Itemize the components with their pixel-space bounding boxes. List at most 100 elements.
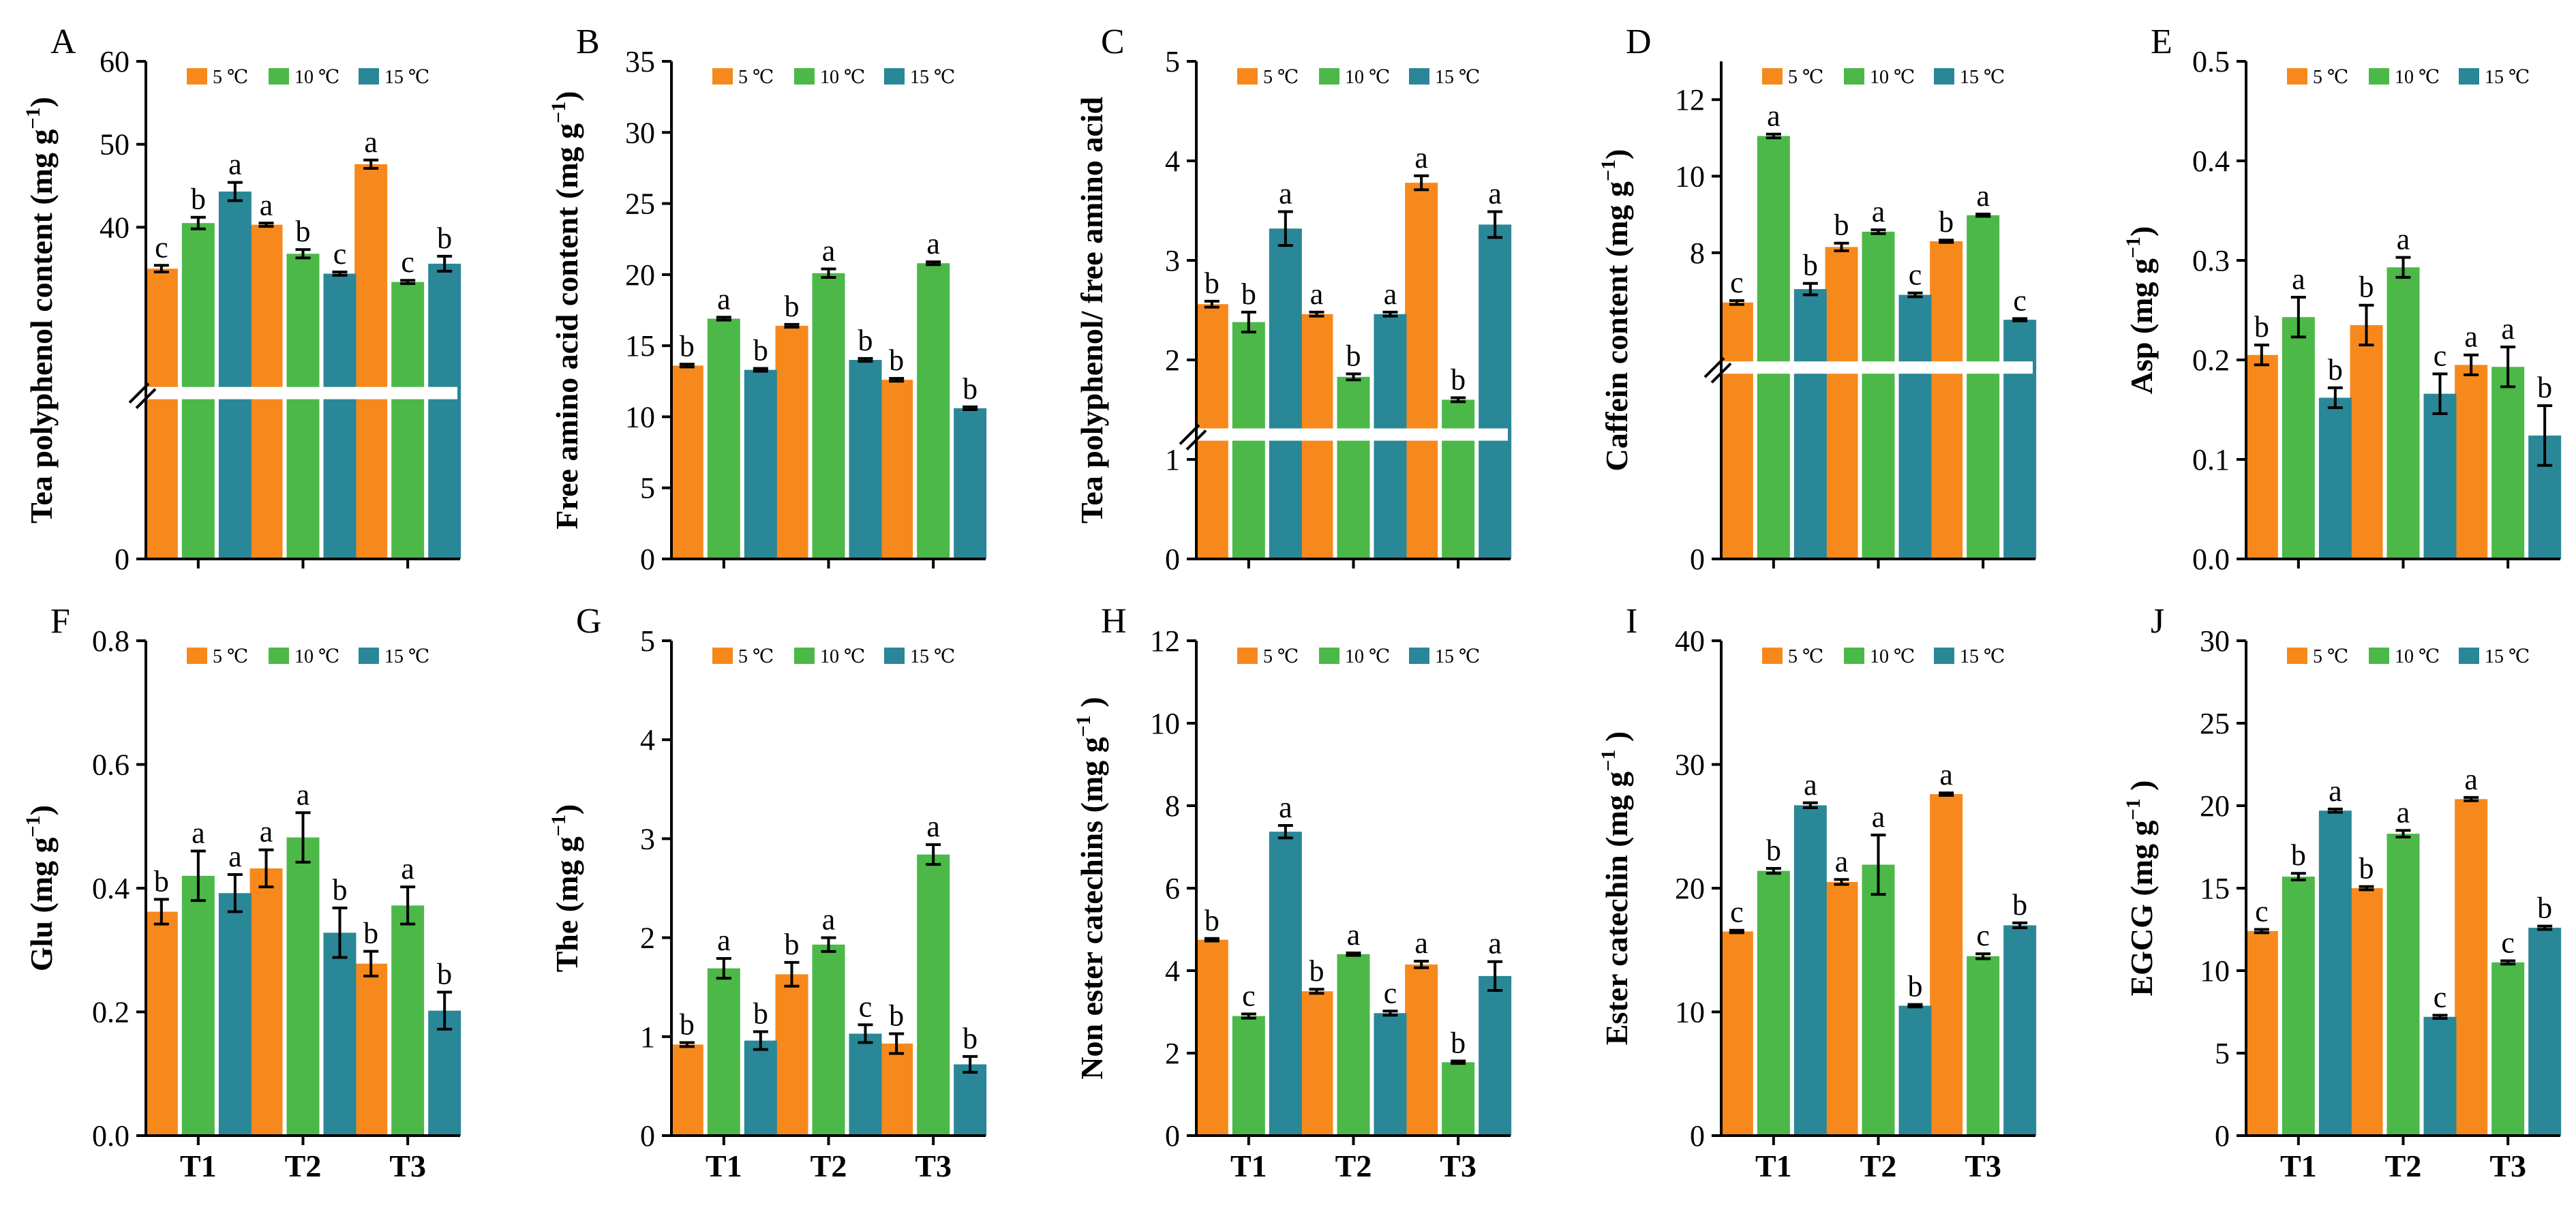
bar-i-t1-s3 xyxy=(1793,805,1827,1136)
legend-label: 10 ℃ xyxy=(1870,646,1915,667)
y-tick-label: 1 xyxy=(640,1020,655,1054)
legend-swatch xyxy=(794,648,815,664)
legend-label: 10 ℃ xyxy=(294,646,339,667)
bar-g-t2-s1 xyxy=(775,974,808,1136)
bar-d-t3-s1 xyxy=(1930,241,1963,559)
x-category-label: T1 xyxy=(706,1149,742,1183)
significance-letter: b xyxy=(296,215,311,248)
bar-j-t3-s1 xyxy=(2455,799,2488,1136)
legend-label: 15 ℃ xyxy=(1960,67,2005,88)
significance-letter: a xyxy=(1976,179,1990,213)
y-tick-label: 60 xyxy=(100,45,130,78)
significance-letter: a xyxy=(1872,195,1885,228)
legend-swatch xyxy=(1237,648,1258,664)
y-tick-label: 20 xyxy=(625,258,655,292)
significance-letter: a xyxy=(1310,277,1324,311)
y-tick-label: 3 xyxy=(1165,244,1180,277)
bar-b-t1-s3 xyxy=(744,369,777,559)
y-tick-label: 20 xyxy=(2200,789,2230,823)
legend-swatch xyxy=(1762,648,1783,664)
significance-letter: a xyxy=(1279,177,1292,210)
significance-letter: b xyxy=(437,957,452,990)
legend-label: 5 ℃ xyxy=(738,646,774,667)
legend-label: 5 ℃ xyxy=(213,646,248,667)
panel-letter-j: J xyxy=(2151,602,2164,641)
legend-label: 10 ℃ xyxy=(1870,67,1915,88)
legend-label: 10 ℃ xyxy=(294,67,339,88)
legend-swatch xyxy=(359,68,379,85)
x-category-label: T3 xyxy=(2489,1149,2526,1183)
bar-g-t2-s3 xyxy=(849,1033,882,1136)
legend-label: 5 ℃ xyxy=(213,67,248,88)
significance-letter: a xyxy=(1384,277,1397,311)
bar-e-t2-s3 xyxy=(2423,393,2457,559)
significance-letter: a xyxy=(1279,791,1292,824)
y-tick-label: 5 xyxy=(1165,45,1180,78)
significance-letter: c xyxy=(1730,896,1744,929)
bar-e-t1-s3 xyxy=(2318,397,2352,559)
significance-letter: c xyxy=(2255,895,2269,928)
panel-letter-b: B xyxy=(576,22,600,61)
bar-d-t1-s2 xyxy=(1757,136,1790,559)
y-tick-label: 30 xyxy=(625,116,655,149)
legend-swatch xyxy=(1844,648,1864,664)
significance-letter: a xyxy=(717,282,731,316)
x-category-label: T3 xyxy=(1965,1149,2001,1183)
y-tick-label: 4 xyxy=(1165,145,1180,178)
axis-break-band xyxy=(136,386,457,399)
y-tick-label: 0 xyxy=(1165,1119,1180,1153)
bar-j-t1-s1 xyxy=(2245,930,2278,1136)
y-tick-label: 0.0 xyxy=(92,1119,130,1153)
x-category-label: T2 xyxy=(2385,1149,2422,1183)
y-tick-label: 1 xyxy=(1165,443,1180,476)
bar-h-t1-s3 xyxy=(1269,832,1302,1136)
bar-i-t1-s2 xyxy=(1757,870,1790,1136)
bar-i-t3-s2 xyxy=(1967,956,2000,1136)
bar-g-t3-s3 xyxy=(954,1064,987,1136)
bar-e-t3-s1 xyxy=(2455,365,2488,559)
y-tick-label: 2 xyxy=(1165,1037,1180,1070)
legend-swatch xyxy=(269,68,289,85)
y-tick-label: 0.2 xyxy=(2192,344,2230,377)
significance-letter: b xyxy=(1241,277,1256,311)
significance-letter: a xyxy=(2501,312,2515,346)
bar-b-t2-s2 xyxy=(812,273,845,559)
significance-letter: a xyxy=(1488,927,1502,960)
y-tick-label: 10 xyxy=(2200,954,2230,988)
bar-j-t1-s2 xyxy=(2282,877,2315,1136)
legend-swatch xyxy=(794,68,815,85)
bar-d-t1-s3 xyxy=(1793,289,1827,559)
y-tick-label: 0 xyxy=(1690,1119,1705,1153)
bar-c-t1-s3 xyxy=(1269,228,1302,559)
significance-letter: a xyxy=(1835,845,1849,878)
legend-label: 10 ℃ xyxy=(1345,646,1390,667)
bar-i-t2-s2 xyxy=(1862,864,1895,1136)
significance-letter: b xyxy=(1451,363,1466,396)
y-tick-label: 5 xyxy=(640,624,655,658)
significance-letter: b xyxy=(858,324,873,357)
legend-swatch xyxy=(712,68,733,85)
legend-swatch xyxy=(1319,648,1339,664)
significance-letter: c xyxy=(333,237,347,271)
y-tick-label: 0.3 xyxy=(2192,244,2230,277)
bar-h-t3-s1 xyxy=(1405,964,1438,1136)
bar-i-t3-s3 xyxy=(2003,925,2037,1136)
legend-label: 5 ℃ xyxy=(1788,67,1823,88)
legend-swatch xyxy=(1934,648,1954,664)
legend-swatch xyxy=(187,648,207,664)
significance-letter: c xyxy=(1909,258,1922,292)
x-category-label: T3 xyxy=(1440,1149,1476,1183)
legend-swatch xyxy=(1934,68,1954,85)
significance-letter: b xyxy=(1451,1026,1466,1059)
significance-letter: b xyxy=(785,290,800,323)
bar-f-t1-s1 xyxy=(145,911,178,1136)
legend-swatch xyxy=(2369,68,2389,85)
significance-letter: c xyxy=(1976,919,1990,952)
bar-h-t3-s2 xyxy=(1442,1062,1475,1136)
y-tick-label: 10 xyxy=(1675,996,1705,1029)
